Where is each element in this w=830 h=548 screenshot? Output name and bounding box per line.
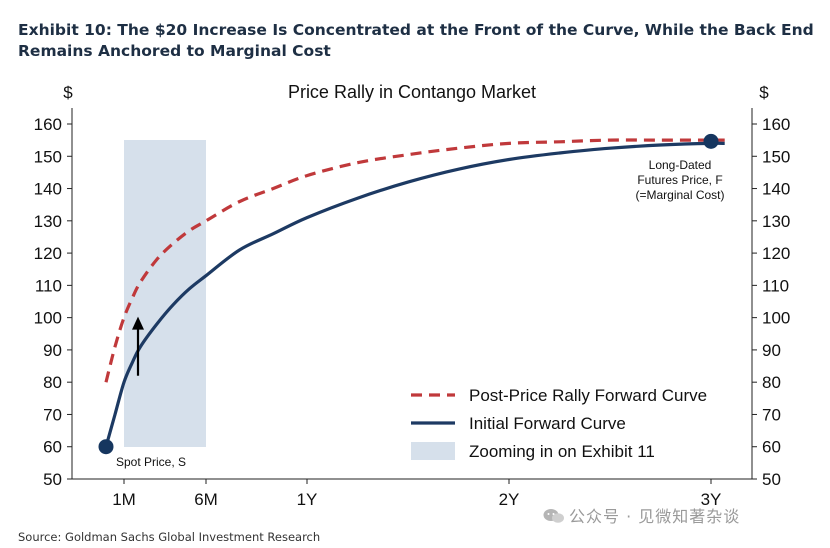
exhibit-title-line2: Remains Anchored to Marginal Cost [18, 42, 331, 60]
watermark: 公众号 · 见微知著杂谈 [543, 503, 740, 528]
x-tick-label: 1M [112, 490, 136, 509]
x-tick-label: 2Y [499, 490, 520, 509]
y-tick-label-left: 70 [43, 405, 62, 424]
long-dated-label-line: (=Marginal Cost) [635, 188, 724, 202]
spot-price-marker [98, 439, 114, 455]
y-tick-label-right: 130 [762, 212, 790, 231]
y-tick-label-right: 60 [762, 438, 781, 457]
y-tick-label-left: 160 [34, 115, 62, 134]
x-tick-label: 3Y [701, 490, 722, 509]
y-tick-label-left: 130 [34, 212, 62, 231]
source-note: Source: Goldman Sachs Global Investment … [18, 530, 321, 544]
y-tick-label-right: 160 [762, 115, 790, 134]
y-tick-label-left: 90 [43, 341, 62, 360]
y-tick-label-right: 90 [762, 341, 781, 360]
exhibit-title: Exhibit 10: The $20 Increase Is Concentr… [18, 20, 818, 62]
spot-price-label: Spot Price, S [116, 455, 186, 469]
legend-label: Initial Forward Curve [469, 414, 626, 433]
y-tick-label-left: 150 [34, 147, 62, 166]
long-dated-label-line: Long-Dated [649, 158, 712, 172]
y-tick-label-right: 80 [762, 373, 781, 392]
initial-forward-curve [104, 141, 725, 448]
y-axis-unit-left: $ [63, 83, 73, 102]
y-tick-label-left: 100 [34, 309, 62, 328]
exhibit-title-line1: Exhibit 10: The $20 Increase Is Concentr… [18, 21, 814, 39]
y-tick-label-right: 120 [762, 244, 790, 263]
y-tick-label-left: 140 [34, 180, 62, 199]
chart-title: Price Rally in Contango Market [288, 82, 536, 102]
x-tick-label: 6M [194, 490, 218, 509]
rally-arrow-head [132, 316, 144, 330]
y-axis-unit-right: $ [759, 83, 769, 102]
y-tick-label-left: 50 [43, 470, 62, 489]
y-tick-label-right: 50 [762, 470, 781, 489]
y-tick-label-left: 60 [43, 438, 62, 457]
y-tick-label-left: 120 [34, 244, 62, 263]
y-tick-label-right: 70 [762, 405, 781, 424]
legend-label: Zooming in on Exhibit 11 [469, 442, 655, 461]
post-rally-forward-curve [104, 138, 725, 383]
zoom-region [124, 140, 206, 447]
y-tick-label-right: 110 [762, 276, 789, 295]
watermark-text: 公众号 · 见微知著杂谈 [569, 507, 741, 526]
long-dated-label-line: Futures Price, F [637, 173, 722, 187]
x-tick-label: 1Y [297, 490, 318, 509]
y-tick-label-left: 80 [43, 373, 62, 392]
legend-swatch-zoom [411, 442, 455, 460]
long-dated-price-marker [703, 133, 719, 149]
y-tick-label-right: 150 [762, 147, 790, 166]
y-tick-label-right: 100 [762, 309, 790, 328]
y-tick-label-right: 140 [762, 180, 790, 199]
y-tick-label-left: 110 [35, 276, 62, 295]
legend-label: Post-Price Rally Forward Curve [469, 386, 707, 405]
wechat-icon [543, 508, 565, 528]
